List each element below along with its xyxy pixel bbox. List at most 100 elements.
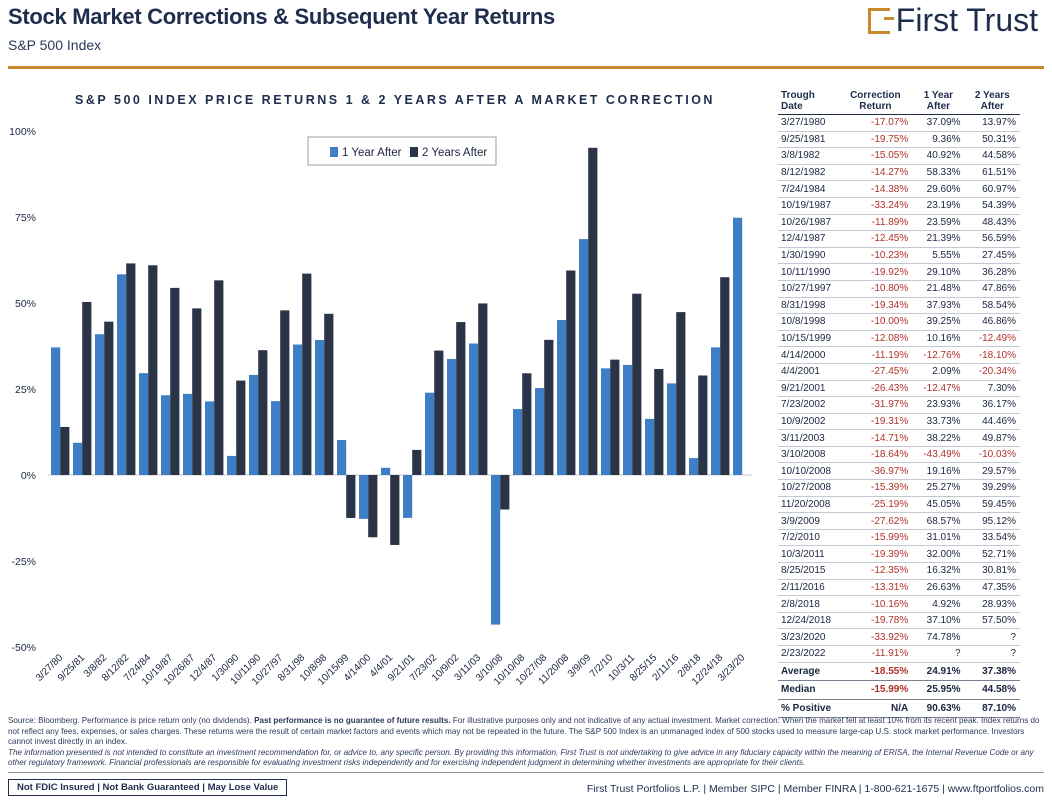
cell-2yr: -12.49% [964,330,1020,348]
cell-date: 3/9/2009 [778,512,839,530]
y-tick-label: 25% [15,384,36,396]
bar-1-year-after [557,320,567,475]
cell-1yr: 5.55% [912,247,965,265]
footnotes: Source: Bloomberg. Performance is price … [8,716,1044,769]
bar-1-year-after [601,368,611,475]
logo-text: First Trust [895,2,1038,38]
cell-2yr: 44.58% [964,680,1020,700]
table-header-row: Trough Date Correction Return 1 Year Aft… [778,90,1020,115]
cell-date: 11/20/2008 [778,496,839,514]
cell-1yr: 39.25% [912,313,965,331]
cell-correction: -10.80% [838,280,913,298]
bar-2-years-after [368,475,378,538]
table-row: 8/31/1998 -19.34% 37.93% 58.54% [778,297,1020,315]
cell-date: 7/24/1984 [778,180,839,198]
bar-1-year-after [249,374,259,475]
bar-1-year-after [271,401,281,475]
cell-2yr: 29.57% [964,462,1020,481]
table-row: 1/30/1990 -10.23% 5.55% 27.45% [778,247,1020,265]
cell-correction: -26.43% [838,380,913,398]
table-row: 7/23/2002 -31.97% 23.93% 36.17% [778,396,1020,414]
cell-1yr: 25.95% [912,680,965,700]
page-subtitle: S&P 500 Index [8,37,102,53]
bar-1-year-after [161,395,171,475]
table-row: 10/3/2011 -19.39% 32.00% 52.71% [778,545,1020,564]
bar-2-years-after [390,475,400,545]
cell-correction: -10.00% [838,313,913,331]
cell-correction: N/A [838,699,913,719]
cell-2yr: 36.28% [964,263,1020,281]
cell-correction: -14.71% [838,429,913,447]
cell-2yr: 37.38% [964,661,1020,682]
cell-date: 9/21/2001 [778,380,839,398]
cell-2yr: ? [964,645,1020,663]
header-divider [8,66,1044,69]
cell-date: 10/8/1998 [778,313,839,331]
legend-swatch-2-years [410,147,418,157]
bar-1-year-after [73,442,83,475]
cell-date: 10/11/1990 [778,263,839,281]
bar-1-year-after [403,475,413,518]
cell-2yr: 28.93% [964,595,1020,613]
cell-date: 2/8/2018 [778,595,839,613]
cell-correction: -10.23% [838,247,913,265]
cell-date: 12/24/2018 [778,612,839,630]
bar-1-year-after [491,475,501,625]
cell-1yr: 33.73% [912,413,965,431]
bar-2-years-after [544,339,554,475]
bar-2-years-after [236,380,246,475]
cell-date: 7/2/2010 [778,529,839,547]
cell-2yr: 47.86% [964,280,1020,298]
bar-1-year-after [623,364,633,475]
bar-2-years-after [214,280,224,475]
table-row: 12/24/2018 -19.78% 37.10% 57.50% [778,612,1020,630]
cell-2yr: 56.59% [964,230,1020,248]
table-row: 4/14/2000 -11.19% -12.76% -18.10% [778,346,1020,364]
cell-1yr: 90.63% [912,699,965,719]
cell-2yr: 54.39% [964,197,1020,215]
cell-2yr: 52.71% [964,545,1020,564]
bar-2-years-after [82,301,92,475]
cell-correction: -15.99% [838,529,913,547]
bar-2-years-after [720,277,730,475]
bar-2-years-after [698,375,708,475]
stats-row: Average -18.55% 24.91% 37.38% [778,661,1020,682]
cell-correction: -33.92% [838,628,913,646]
bar-2-years-after [280,310,290,475]
cell-date: 2/23/2022 [778,645,839,663]
bar-2-years-after [654,369,664,475]
bar-1-year-after [117,274,127,475]
table-row: 9/25/1981 -19.75% 9.36% 50.31% [778,131,1020,149]
cell-date: 2/11/2016 [778,579,839,597]
cell-2yr: 87.10% [964,699,1020,719]
cell-2yr: 39.29% [964,479,1020,497]
bar-1-year-after [513,409,523,475]
cell-2yr: 47.35% [964,579,1020,597]
table-row: 10/19/1987 -33.24% 23.19% 54.39% [778,197,1020,215]
cell-date: 3/23/2020 [778,628,839,646]
bar-1-year-after [315,339,325,475]
bar-1-year-after [579,239,589,475]
cell-1yr: 37.93% [912,297,965,315]
bar-2-years-after [588,147,598,475]
cell-date: 10/27/2008 [778,479,839,497]
cell-2yr: 46.86% [964,313,1020,331]
cell-correction: -18.64% [838,446,913,464]
cell-correction: -25.19% [838,496,913,514]
cell-date: 3/10/2008 [778,446,839,464]
table-row: 7/24/1984 -14.38% 29.60% 60.97% [778,180,1020,198]
y-tick-label: 0% [21,470,36,482]
bar-2-years-after [346,475,356,518]
cell-1yr: 21.39% [912,230,965,248]
chart-title: S&P 500 INDEX PRICE RETURNS 1 & 2 YEARS … [75,93,715,107]
cell-correction: -12.08% [838,330,913,348]
cell-2yr: 13.97% [964,114,1020,132]
cell-1yr: 26.63% [912,579,965,597]
cell-1yr: 58.33% [912,164,965,182]
bar-2-years-after [126,263,136,475]
cell-date: 12/4/1987 [778,230,839,248]
table-row: 10/27/2008 -15.39% 25.27% 39.29% [778,479,1020,497]
cell-date: 3/27/1980 [778,114,839,132]
cell-date: 10/9/2002 [778,413,839,431]
bar-2-years-after [434,350,444,475]
